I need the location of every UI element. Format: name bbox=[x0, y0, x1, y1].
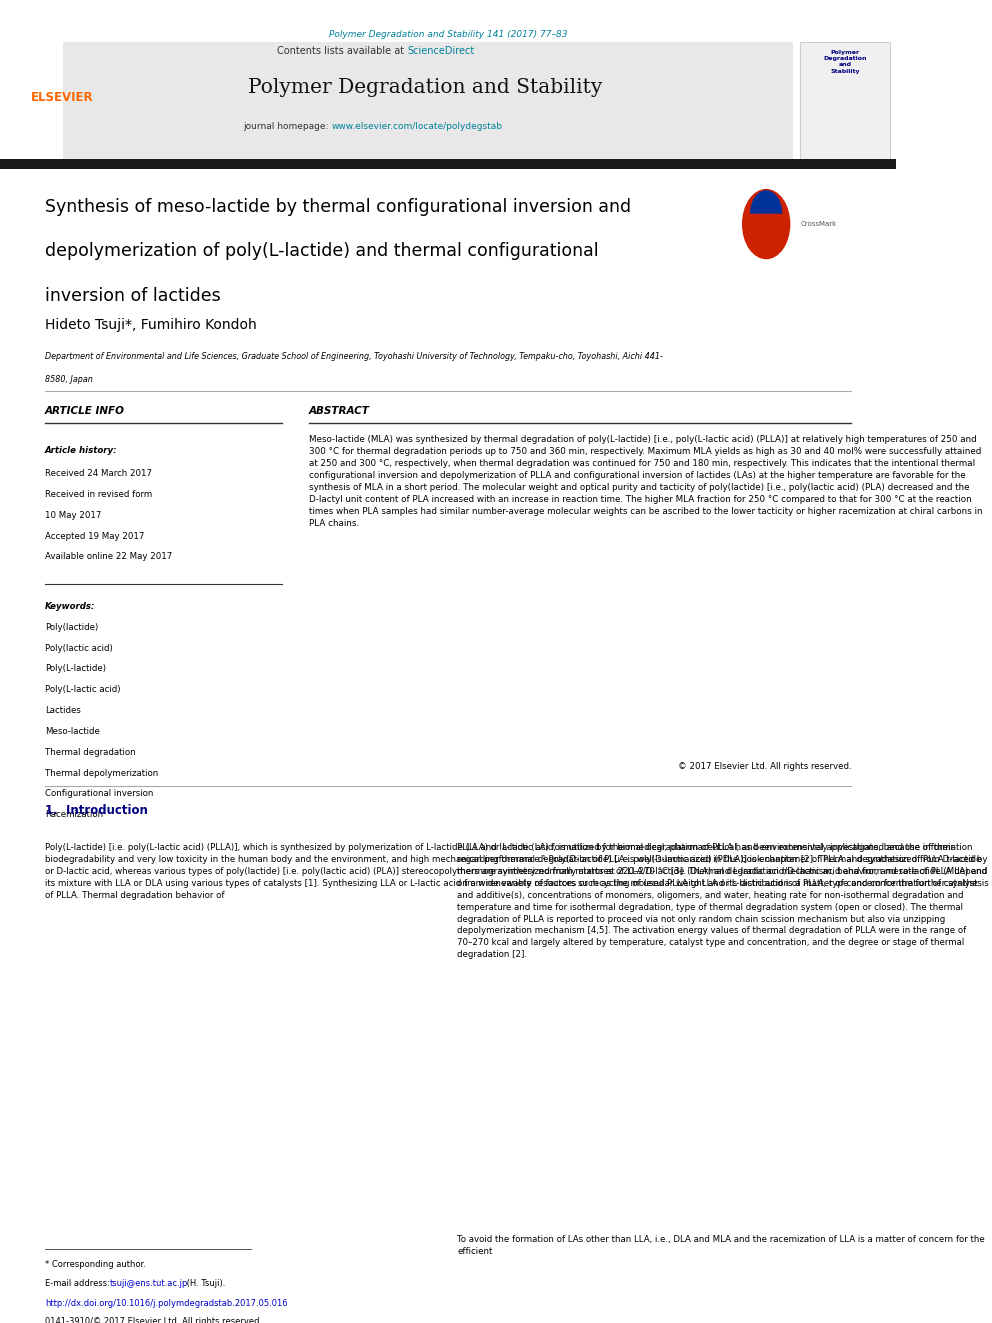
Text: PLLA and lactide (LA) formation by thermal degradation of PLLA has been extensiv: PLLA and lactide (LA) formation by therm… bbox=[457, 843, 987, 959]
Text: 1.  Introduction: 1. Introduction bbox=[45, 804, 148, 816]
Text: Poly(L-lactide) [i.e. poly(L-lactic acid) (PLLA)], which is synthesized by polym: Poly(L-lactide) [i.e. poly(L-lactic acid… bbox=[45, 843, 989, 900]
Text: Poly(L-lactic acid): Poly(L-lactic acid) bbox=[45, 685, 120, 695]
Text: ABSTRACT: ABSTRACT bbox=[310, 406, 370, 417]
Text: Keywords:: Keywords: bbox=[45, 602, 95, 611]
Text: Meso-lactide (MLA) was synthesized by thermal degradation of poly(L-lactide) [i.: Meso-lactide (MLA) was synthesized by th… bbox=[310, 435, 983, 528]
Text: Department of Environmental and Life Sciences, Graduate School of Engineering, T: Department of Environmental and Life Sci… bbox=[45, 352, 663, 361]
Text: Synthesis of meso-lactide by thermal configurational inversion and: Synthesis of meso-lactide by thermal con… bbox=[45, 198, 631, 216]
Text: Racemization: Racemization bbox=[45, 811, 103, 819]
Text: Polymer
Degradation
and
Stability: Polymer Degradation and Stability bbox=[823, 49, 867, 74]
Bar bbox=[0, 159, 896, 169]
Text: Accepted 19 May 2017: Accepted 19 May 2017 bbox=[45, 532, 144, 541]
Text: Poly(L-lactide): Poly(L-lactide) bbox=[45, 664, 106, 673]
Text: (H. Tsuji).: (H. Tsuji). bbox=[184, 1279, 225, 1289]
Text: ScienceDirect: ScienceDirect bbox=[408, 45, 475, 56]
Text: http://dx.doi.org/10.1016/j.polymdegradstab.2017.05.016: http://dx.doi.org/10.1016/j.polymdegrads… bbox=[45, 1299, 288, 1308]
Text: 0141-3910/© 2017 Elsevier Ltd. All rights reserved.: 0141-3910/© 2017 Elsevier Ltd. All right… bbox=[45, 1318, 262, 1323]
Text: © 2017 Elsevier Ltd. All rights reserved.: © 2017 Elsevier Ltd. All rights reserved… bbox=[678, 762, 851, 771]
Text: Thermal depolymerization: Thermal depolymerization bbox=[45, 769, 158, 778]
Text: Contents lists available at: Contents lists available at bbox=[278, 45, 408, 56]
Text: ARTICLE INFO: ARTICLE INFO bbox=[45, 406, 125, 417]
Text: CrossMark: CrossMark bbox=[801, 221, 836, 228]
Text: tsuji@ens.tut.ac.jp: tsuji@ens.tut.ac.jp bbox=[110, 1279, 188, 1289]
Text: journal homepage:: journal homepage: bbox=[243, 123, 331, 131]
Wedge shape bbox=[750, 191, 783, 213]
Text: Article history:: Article history: bbox=[45, 446, 117, 455]
Text: Received in revised form: Received in revised form bbox=[45, 490, 152, 499]
Text: Hideto Tsuji*, Fumihiro Kondoh: Hideto Tsuji*, Fumihiro Kondoh bbox=[45, 318, 257, 332]
Text: E-mail address:: E-mail address: bbox=[45, 1279, 112, 1289]
Text: Available online 22 May 2017: Available online 22 May 2017 bbox=[45, 553, 172, 561]
Text: www.elsevier.com/locate/polydegstab: www.elsevier.com/locate/polydegstab bbox=[331, 123, 503, 131]
Text: 10 May 2017: 10 May 2017 bbox=[45, 511, 101, 520]
Text: * Corresponding author.: * Corresponding author. bbox=[45, 1259, 146, 1269]
Circle shape bbox=[742, 189, 791, 259]
Text: Meso-lactide: Meso-lactide bbox=[45, 726, 99, 736]
Text: To avoid the formation of LAs other than LLA, i.e., DLA and MLA and the racemiza: To avoid the formation of LAs other than… bbox=[457, 1236, 985, 1256]
Bar bbox=[801, 42, 890, 159]
Text: Received 24 March 2017: Received 24 March 2017 bbox=[45, 470, 152, 478]
Text: ELSEVIER: ELSEVIER bbox=[32, 91, 94, 105]
Text: inversion of lactides: inversion of lactides bbox=[45, 287, 220, 304]
Text: Lactides: Lactides bbox=[45, 706, 80, 716]
Bar bbox=[62, 42, 793, 159]
Text: Poly(lactide): Poly(lactide) bbox=[45, 623, 98, 632]
Text: depolymerization of poly(L-lactide) and thermal configurational: depolymerization of poly(L-lactide) and … bbox=[45, 242, 598, 261]
Text: Poly(lactic acid): Poly(lactic acid) bbox=[45, 643, 112, 652]
Text: Polymer Degradation and Stability 141 (2017) 77–83: Polymer Degradation and Stability 141 (2… bbox=[328, 30, 567, 38]
Text: 8580, Japan: 8580, Japan bbox=[45, 376, 92, 384]
Text: Polymer Degradation and Stability: Polymer Degradation and Stability bbox=[248, 78, 603, 97]
Text: Thermal degradation: Thermal degradation bbox=[45, 747, 136, 757]
Text: Configurational inversion: Configurational inversion bbox=[45, 790, 153, 799]
